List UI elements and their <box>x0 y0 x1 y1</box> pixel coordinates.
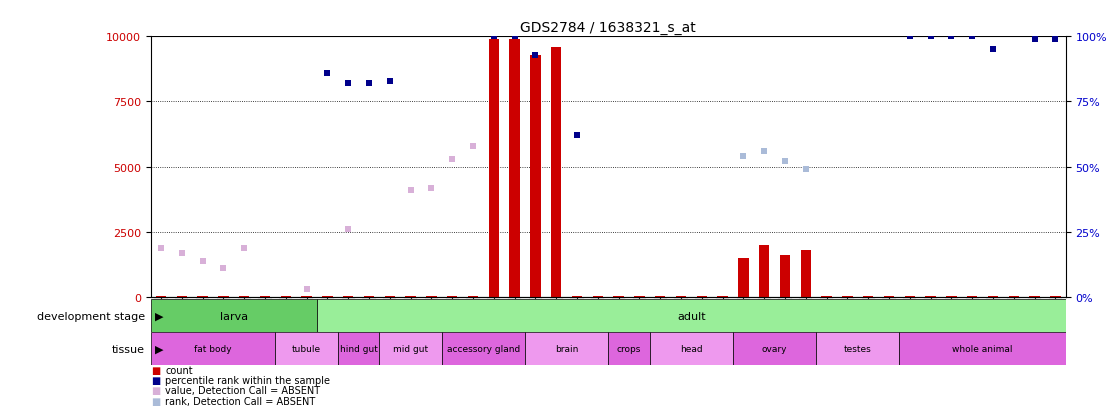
Text: count: count <box>165 365 193 375</box>
Bar <box>426 296 436 297</box>
Bar <box>385 296 395 297</box>
Bar <box>364 296 374 297</box>
Bar <box>530 55 540 297</box>
Bar <box>405 296 416 297</box>
Text: ■: ■ <box>151 396 160 406</box>
Text: testes: testes <box>844 344 872 354</box>
Bar <box>884 296 894 297</box>
Bar <box>816 332 899 366</box>
Text: mid gut: mid gut <box>393 344 429 354</box>
Bar <box>614 296 624 297</box>
Bar <box>156 296 166 297</box>
Text: development stage: development stage <box>37 311 145 321</box>
Bar <box>966 296 978 297</box>
Text: fat body: fat body <box>194 344 232 354</box>
Text: ■: ■ <box>151 375 160 385</box>
Bar <box>634 296 645 297</box>
Title: GDS2784 / 1638321_s_at: GDS2784 / 1638321_s_at <box>520 21 696 35</box>
Bar <box>323 296 333 297</box>
Bar <box>655 296 665 297</box>
Bar <box>151 299 317 332</box>
Text: whole animal: whole animal <box>952 344 1013 354</box>
Bar <box>280 296 291 297</box>
Text: brain: brain <box>555 344 578 354</box>
Bar <box>905 296 915 297</box>
Bar <box>468 296 479 297</box>
Bar <box>800 251 811 297</box>
Bar <box>343 296 354 297</box>
Text: ■: ■ <box>151 385 160 395</box>
Bar <box>1029 296 1040 297</box>
Bar <box>593 296 603 297</box>
Text: ovary: ovary <box>762 344 788 354</box>
Bar <box>1009 296 1019 297</box>
Text: value, Detection Call = ABSENT: value, Detection Call = ABSENT <box>165 385 320 395</box>
Bar <box>608 332 650 366</box>
Bar <box>718 296 728 297</box>
Bar <box>571 296 583 297</box>
Bar <box>198 296 208 297</box>
Bar <box>946 296 956 297</box>
Bar <box>260 296 270 297</box>
Bar <box>676 296 686 297</box>
Text: tissue: tissue <box>112 344 145 354</box>
Bar <box>780 256 790 297</box>
Text: larva: larva <box>220 311 248 321</box>
Bar <box>988 296 998 297</box>
Text: percentile rank within the sample: percentile rank within the sample <box>165 375 330 385</box>
Bar <box>738 259 749 297</box>
Bar <box>525 332 608 366</box>
Text: ■: ■ <box>151 365 160 375</box>
Bar <box>551 47 561 297</box>
Text: rank, Detection Call = ABSENT: rank, Detection Call = ABSENT <box>165 396 316 406</box>
Bar <box>338 332 379 366</box>
Bar <box>176 296 187 297</box>
Text: head: head <box>680 344 703 354</box>
Text: crops: crops <box>617 344 642 354</box>
Text: accessory gland: accessory gland <box>446 344 520 354</box>
Text: ▶: ▶ <box>155 311 164 321</box>
Text: tubule: tubule <box>292 344 321 354</box>
Text: hind gut: hind gut <box>339 344 377 354</box>
Bar <box>442 332 525 366</box>
Bar <box>301 296 311 297</box>
Bar <box>696 296 708 297</box>
Bar <box>821 296 831 297</box>
Bar <box>925 296 936 297</box>
Bar <box>650 332 733 366</box>
Bar <box>151 332 276 366</box>
Bar <box>759 245 769 297</box>
Bar <box>239 296 250 297</box>
Bar <box>863 296 874 297</box>
Bar <box>899 332 1066 366</box>
Bar <box>489 40 499 297</box>
Bar <box>317 299 1066 332</box>
Bar <box>448 296 458 297</box>
Bar <box>219 296 229 297</box>
Bar <box>509 40 520 297</box>
Bar <box>843 296 853 297</box>
Text: adult: adult <box>677 311 705 321</box>
Bar <box>1050 296 1060 297</box>
Bar <box>379 332 442 366</box>
Bar <box>276 332 338 366</box>
Bar <box>733 332 816 366</box>
Text: ▶: ▶ <box>155 344 164 354</box>
